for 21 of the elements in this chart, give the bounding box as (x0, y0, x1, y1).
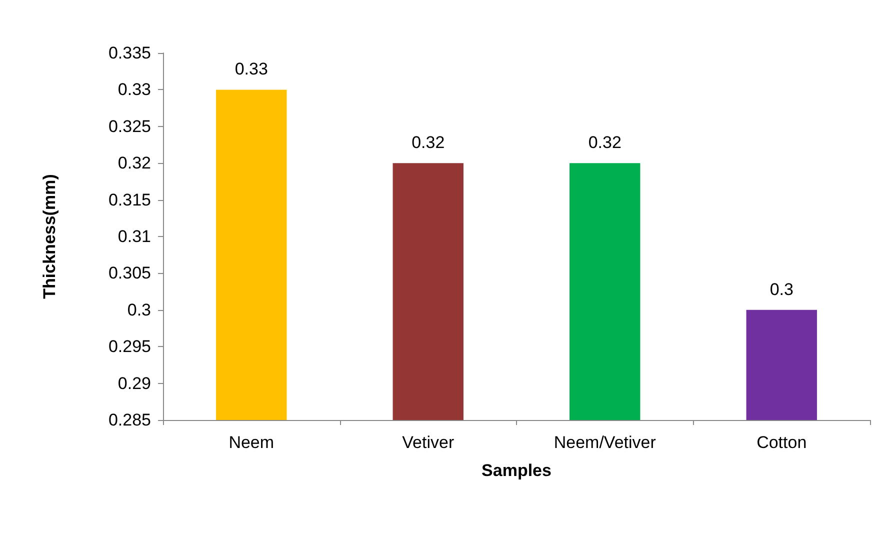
x-tick-label: Neem (228, 433, 274, 452)
y-tick-label: 0.29 (118, 374, 151, 393)
x-axis-title: Samples (482, 461, 552, 480)
y-axis-title: Thickness(mm) (40, 174, 59, 299)
y-tick-label: 0.335 (108, 44, 151, 62)
y-tick-label: 0.31 (118, 227, 151, 246)
data-label: 0.32 (588, 133, 622, 152)
y-tick-label: 0.305 (108, 264, 151, 283)
data-label: 0.33 (234, 60, 268, 79)
y-tick-label: 0.3 (127, 300, 151, 320)
y-tick-label: 0.285 (108, 410, 151, 430)
data-label: 0.32 (412, 133, 445, 152)
x-tick-label: Vetiver (402, 433, 454, 452)
y-tick-label: 0.33 (118, 80, 151, 100)
y-tick-label: 0.315 (108, 190, 151, 210)
y-tick-label: 0.325 (108, 116, 151, 136)
data-label: 0.3 (770, 280, 794, 299)
x-tick-label: Cotton (756, 433, 807, 452)
y-tick-label: 0.295 (108, 337, 151, 356)
y-tick-label: 0.32 (118, 154, 151, 173)
x-tick-label: Neem/Vetiver (554, 433, 656, 452)
